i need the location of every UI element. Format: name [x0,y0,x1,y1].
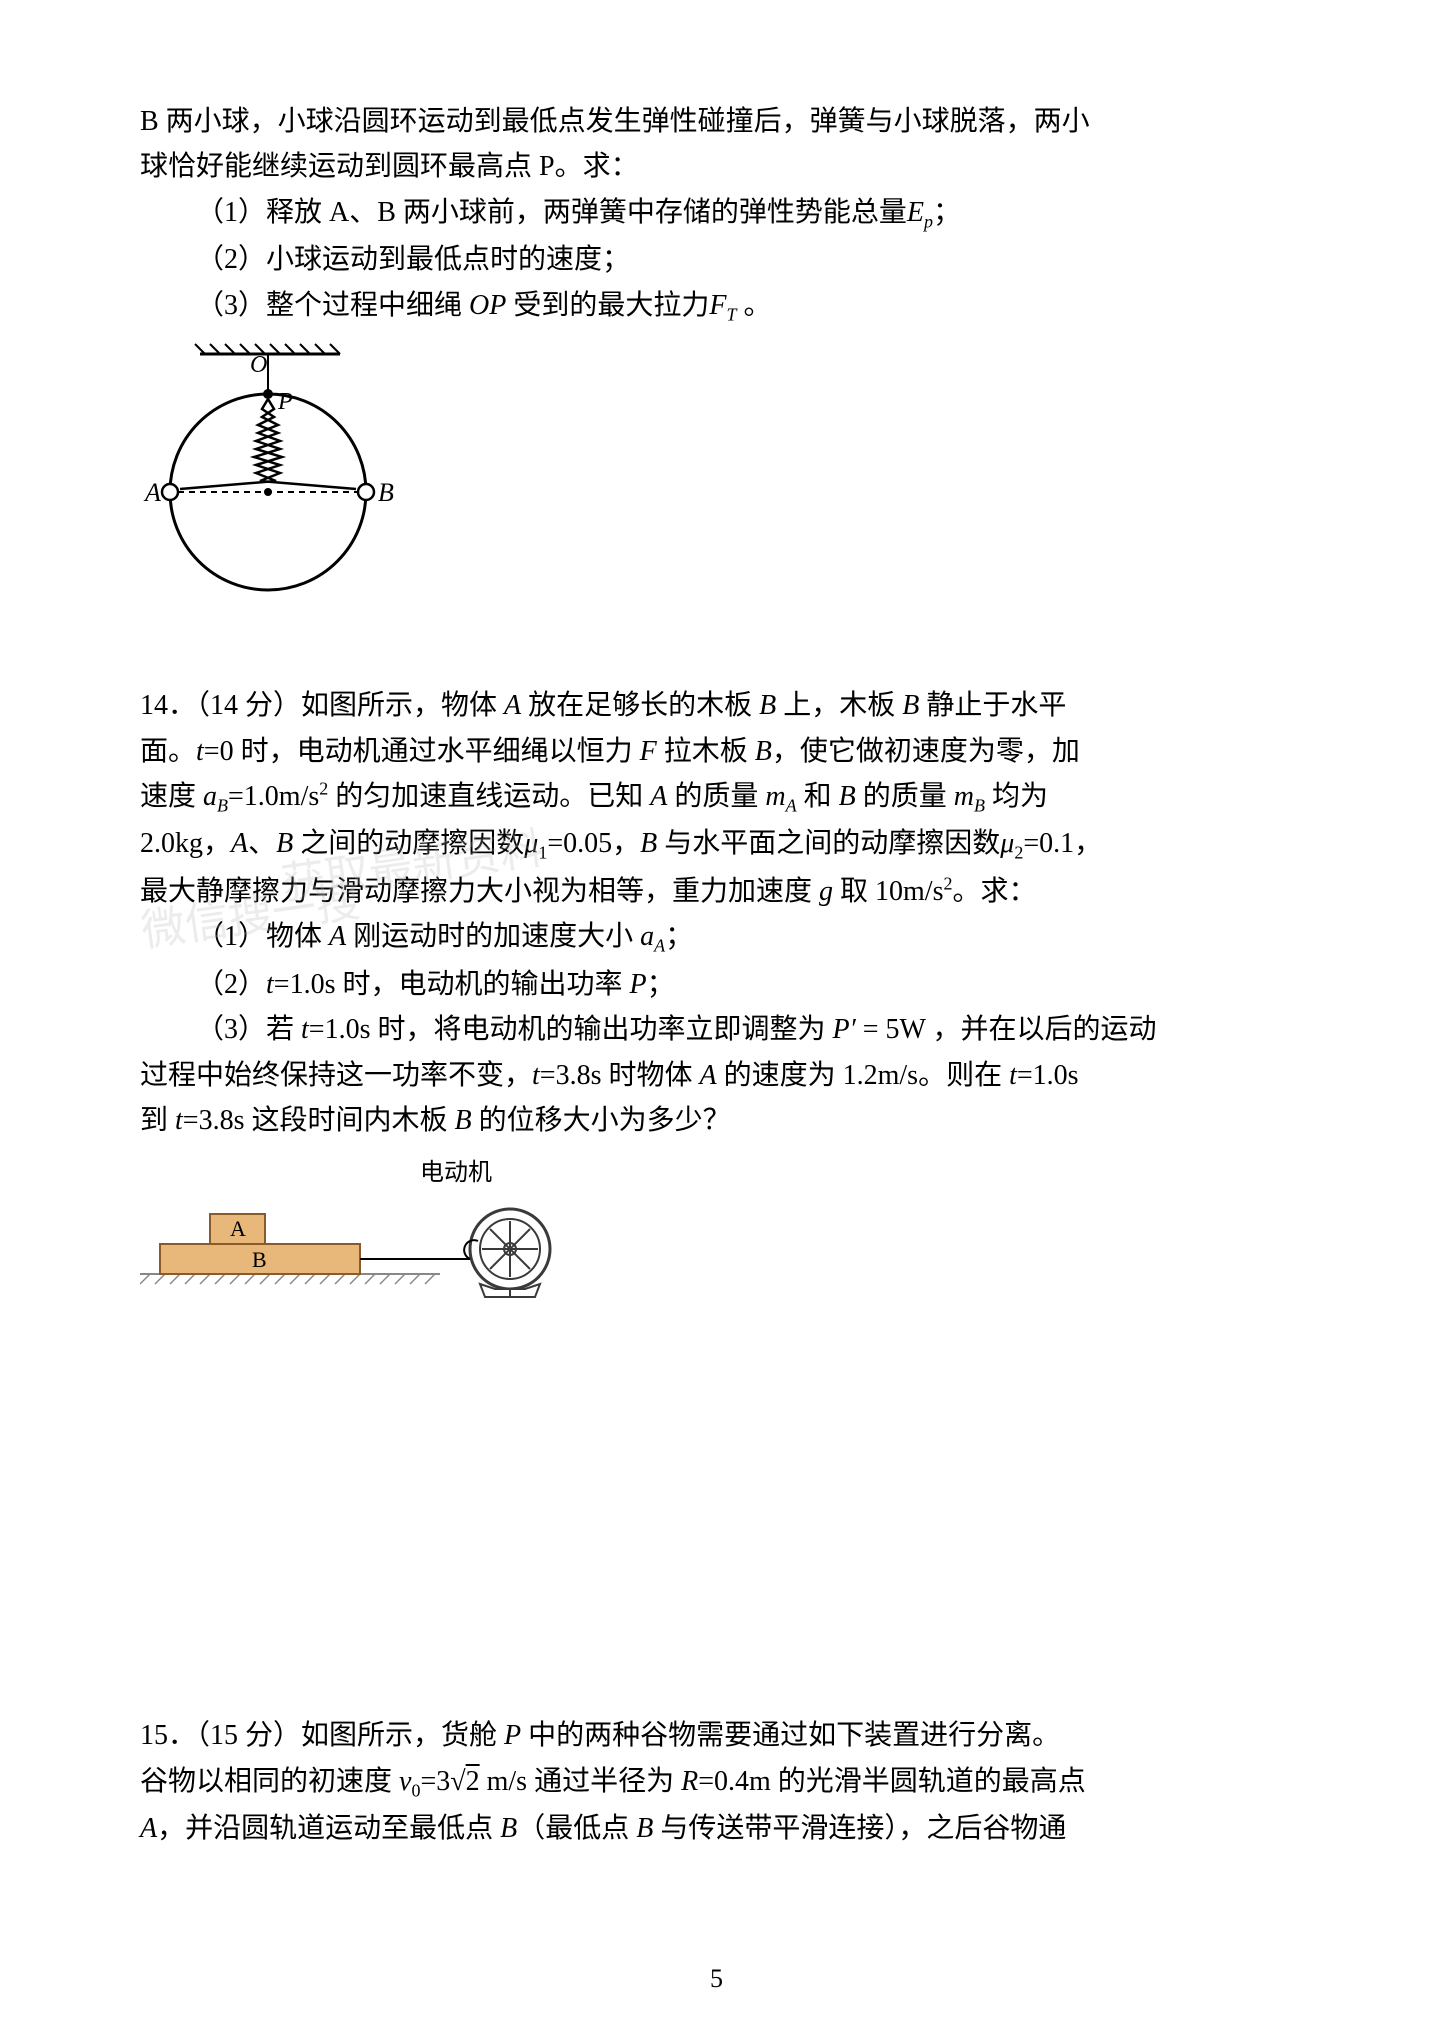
q13-block: B 两小球，小球沿圆环运动到最低点发生弹性碰撞后，弹簧与小球脱落，两小 球恰好能… [140,100,1293,329]
q14-figure: 电动机 B A [140,1152,1293,1314]
q14-p3-3: 到 t=3.8s 这段时间内木板 B 的位移大小为多少？ [140,1099,1293,1142]
q15-l1: 15．（15 分）如图所示，货舱 P 中的两种谷物需要通过如下装置进行分离。 [140,1714,1293,1757]
q15-l2: 谷物以相同的初速度 v0=3√2 m/s 通过半径为 R=0.4m 的光滑半圆轨… [140,1760,1293,1805]
q14-l3: 速度 aB=1.0m/s2 的匀加速直线运动。已知 A 的质量 mA 和 B 的… [140,775,1293,820]
page-number: 5 [0,1964,1433,1994]
q13-intro-1: B 两小球，小球沿圆环运动到最低点发生弹性碰撞后，弹簧与小球脱落，两小 [140,100,1293,143]
svg-text:B: B [378,478,394,507]
q15-block: 15．（15 分）如图所示，货舱 P 中的两种谷物需要通过如下装置进行分离。 谷… [140,1714,1293,1850]
svg-text:A: A [143,478,161,507]
q14-l1: 14．（14 分）如图所示，物体 A 放在足够长的木板 B 上，木板 B 静止于… [140,684,1293,727]
q13-part2: （2）小球运动到最低点时的速度； [140,238,1293,281]
q14-fig-label: 电动机 [420,1152,1293,1187]
q13-intro-2: 球恰好能继续运动到圆环最高点 P。求： [140,145,1293,188]
svg-text:O: O [250,352,267,378]
q13-part1: （1）释放 A、B 两小球前，两弹簧中存储的弹性势能总量Ep； [140,191,1293,236]
q14-p3-1: （3）若 t=1.0s 时，将电动机的输出功率立即调整为 P′ = 5W ，并在… [140,1008,1293,1051]
q14-l2: 面。t=0 时，电动机通过水平细绳以恒力 F 拉木板 B，使它做初速度为零，加 [140,730,1293,773]
q14-p1: （1）物体 A 刚运动时的加速度大小 aA； [140,915,1293,960]
q15-l3: A，并沿圆轨道运动至最低点 B（最低点 B 与传送带平滑连接），之后谷物通 [140,1807,1293,1850]
q14-p3-2: 过程中始终保持这一功率不变，t=3.8s 时物体 A 的速度为 1.2m/s。则… [140,1054,1293,1097]
q13-part3: （3）整个过程中细绳 OP 受到的最大拉力FT 。 [140,284,1293,329]
svg-text:P: P [277,389,293,415]
q14-l4: 2.0kg，A、B 之间的动摩擦因数μ1=0.05，B 与水平面之间的动摩擦因数… [140,822,1293,867]
svg-text:A: A [230,1216,246,1241]
q14-l5: 最大静摩擦力与滑动摩擦力大小视为相等，重力加速度 g 取 10m/s2。求： [140,870,1293,913]
svg-text:B: B [252,1247,267,1272]
q13-figure: O P A B [140,339,1293,604]
q14-block: 14．（14 分）如图所示，物体 A 放在足够长的木板 B 上，木板 B 静止于… [140,684,1293,1142]
q14-p2: （2）t=1.0s 时，电动机的输出功率 P； [140,963,1293,1006]
